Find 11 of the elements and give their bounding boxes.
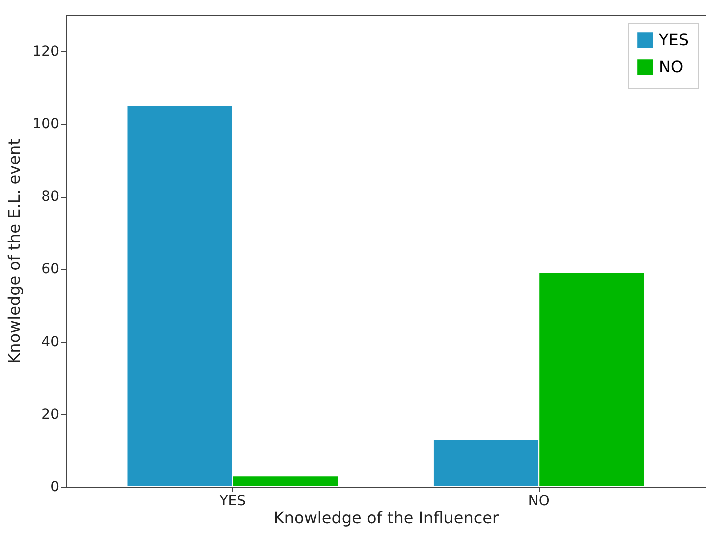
y-tick-label: 20 — [42, 406, 60, 423]
y-tick-label: 100 — [32, 116, 60, 132]
y-tick-label: 60 — [42, 262, 60, 278]
y-tick-label: 120 — [32, 44, 60, 60]
y-tick-label: 0 — [50, 480, 60, 496]
y-tick-label: 40 — [42, 334, 60, 350]
legend-label: NO — [659, 58, 684, 76]
x-axis-title: Knowledge of the Influencer — [274, 508, 500, 528]
y-axis-title: Knowledge of the E.L. event — [4, 139, 24, 364]
y-tick-label: 80 — [42, 189, 60, 206]
legend-label: YES — [658, 30, 690, 50]
